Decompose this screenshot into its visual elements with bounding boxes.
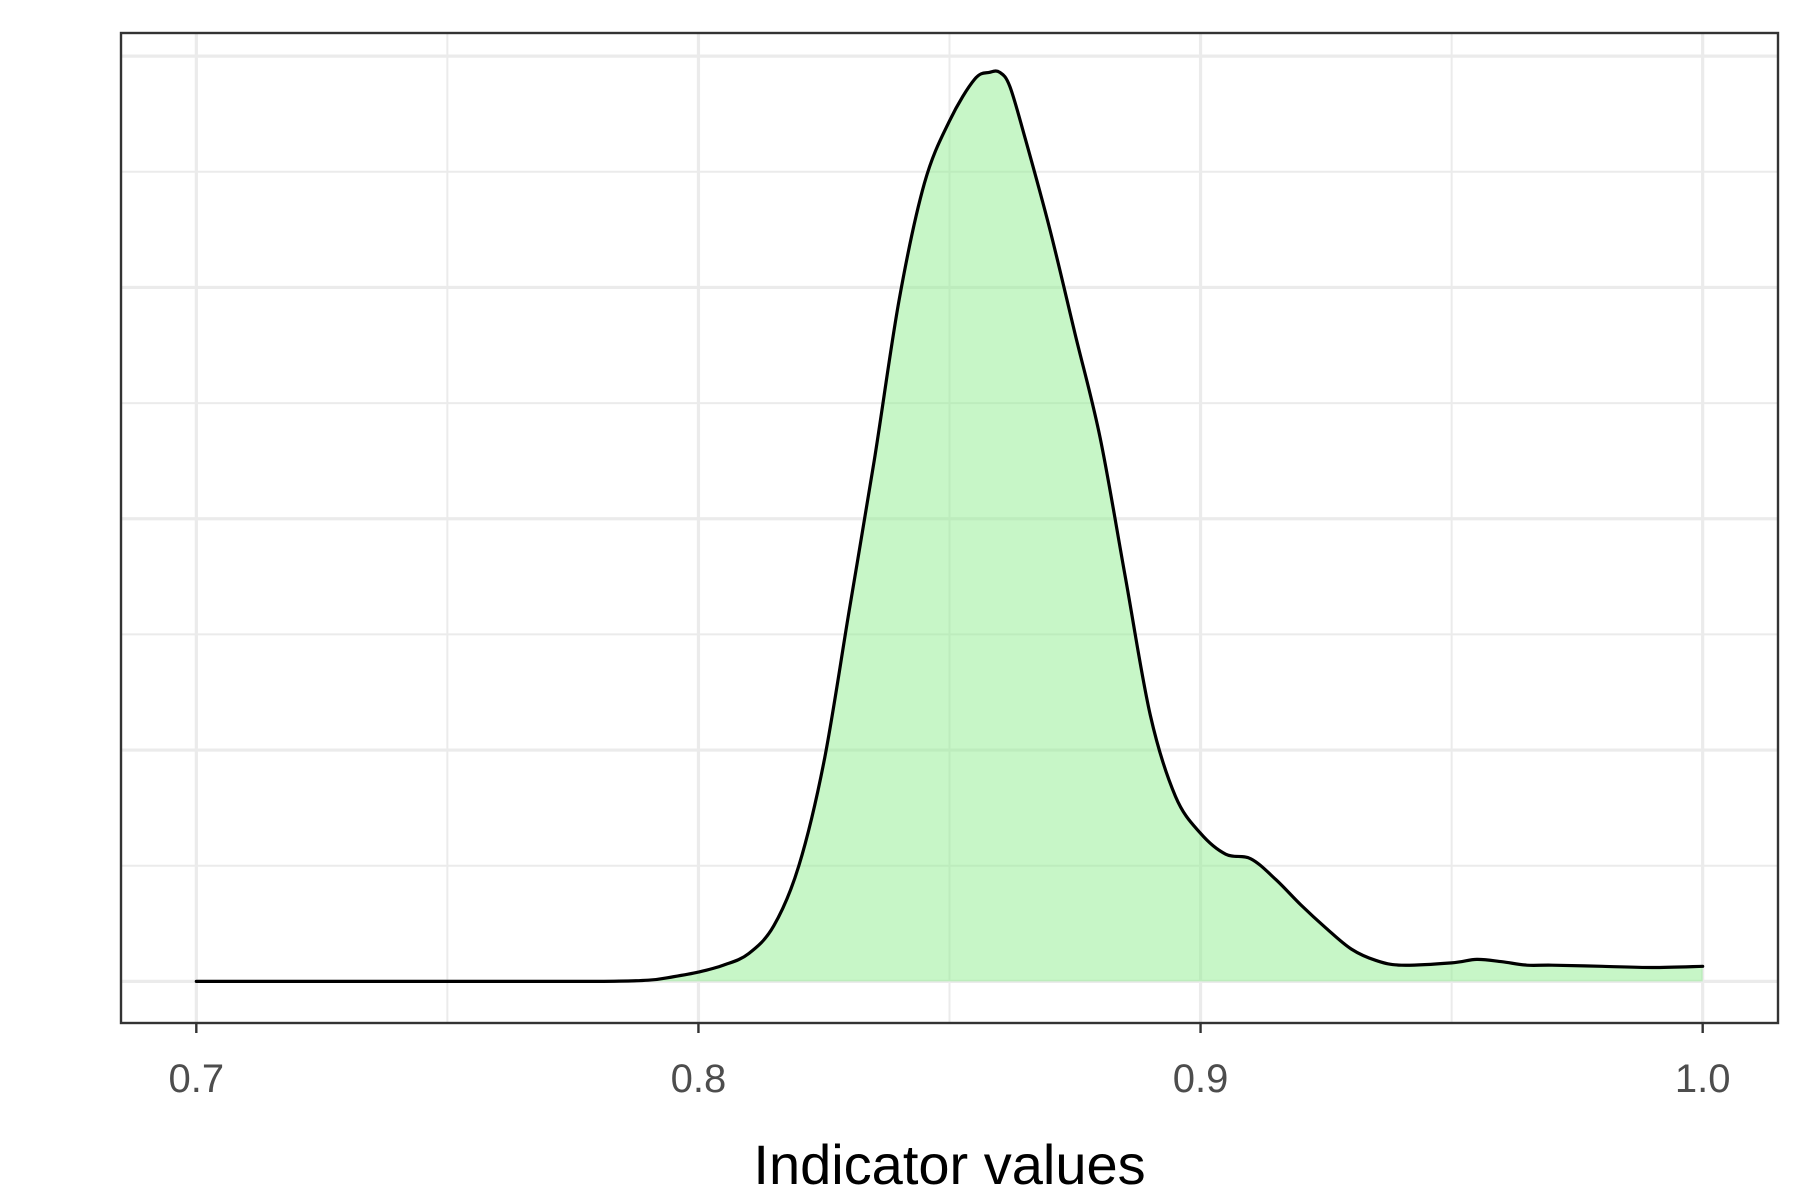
data-layer (194, 69, 1705, 984)
x-tick-label: 1.0 (1675, 1057, 1731, 1101)
density-line (194, 69, 1705, 984)
x-axis: 0.7 0.8 0.9 1.0 (169, 1023, 1731, 1101)
density-area (196, 70, 1703, 982)
x-tick-label: 0.9 (1173, 1057, 1229, 1101)
x-axis-title: Indicator values (753, 1133, 1145, 1196)
x-tick-label: 0.7 (169, 1057, 225, 1101)
panel-border (119, 31, 1780, 1025)
x-tick-label: 0.8 (671, 1057, 727, 1101)
